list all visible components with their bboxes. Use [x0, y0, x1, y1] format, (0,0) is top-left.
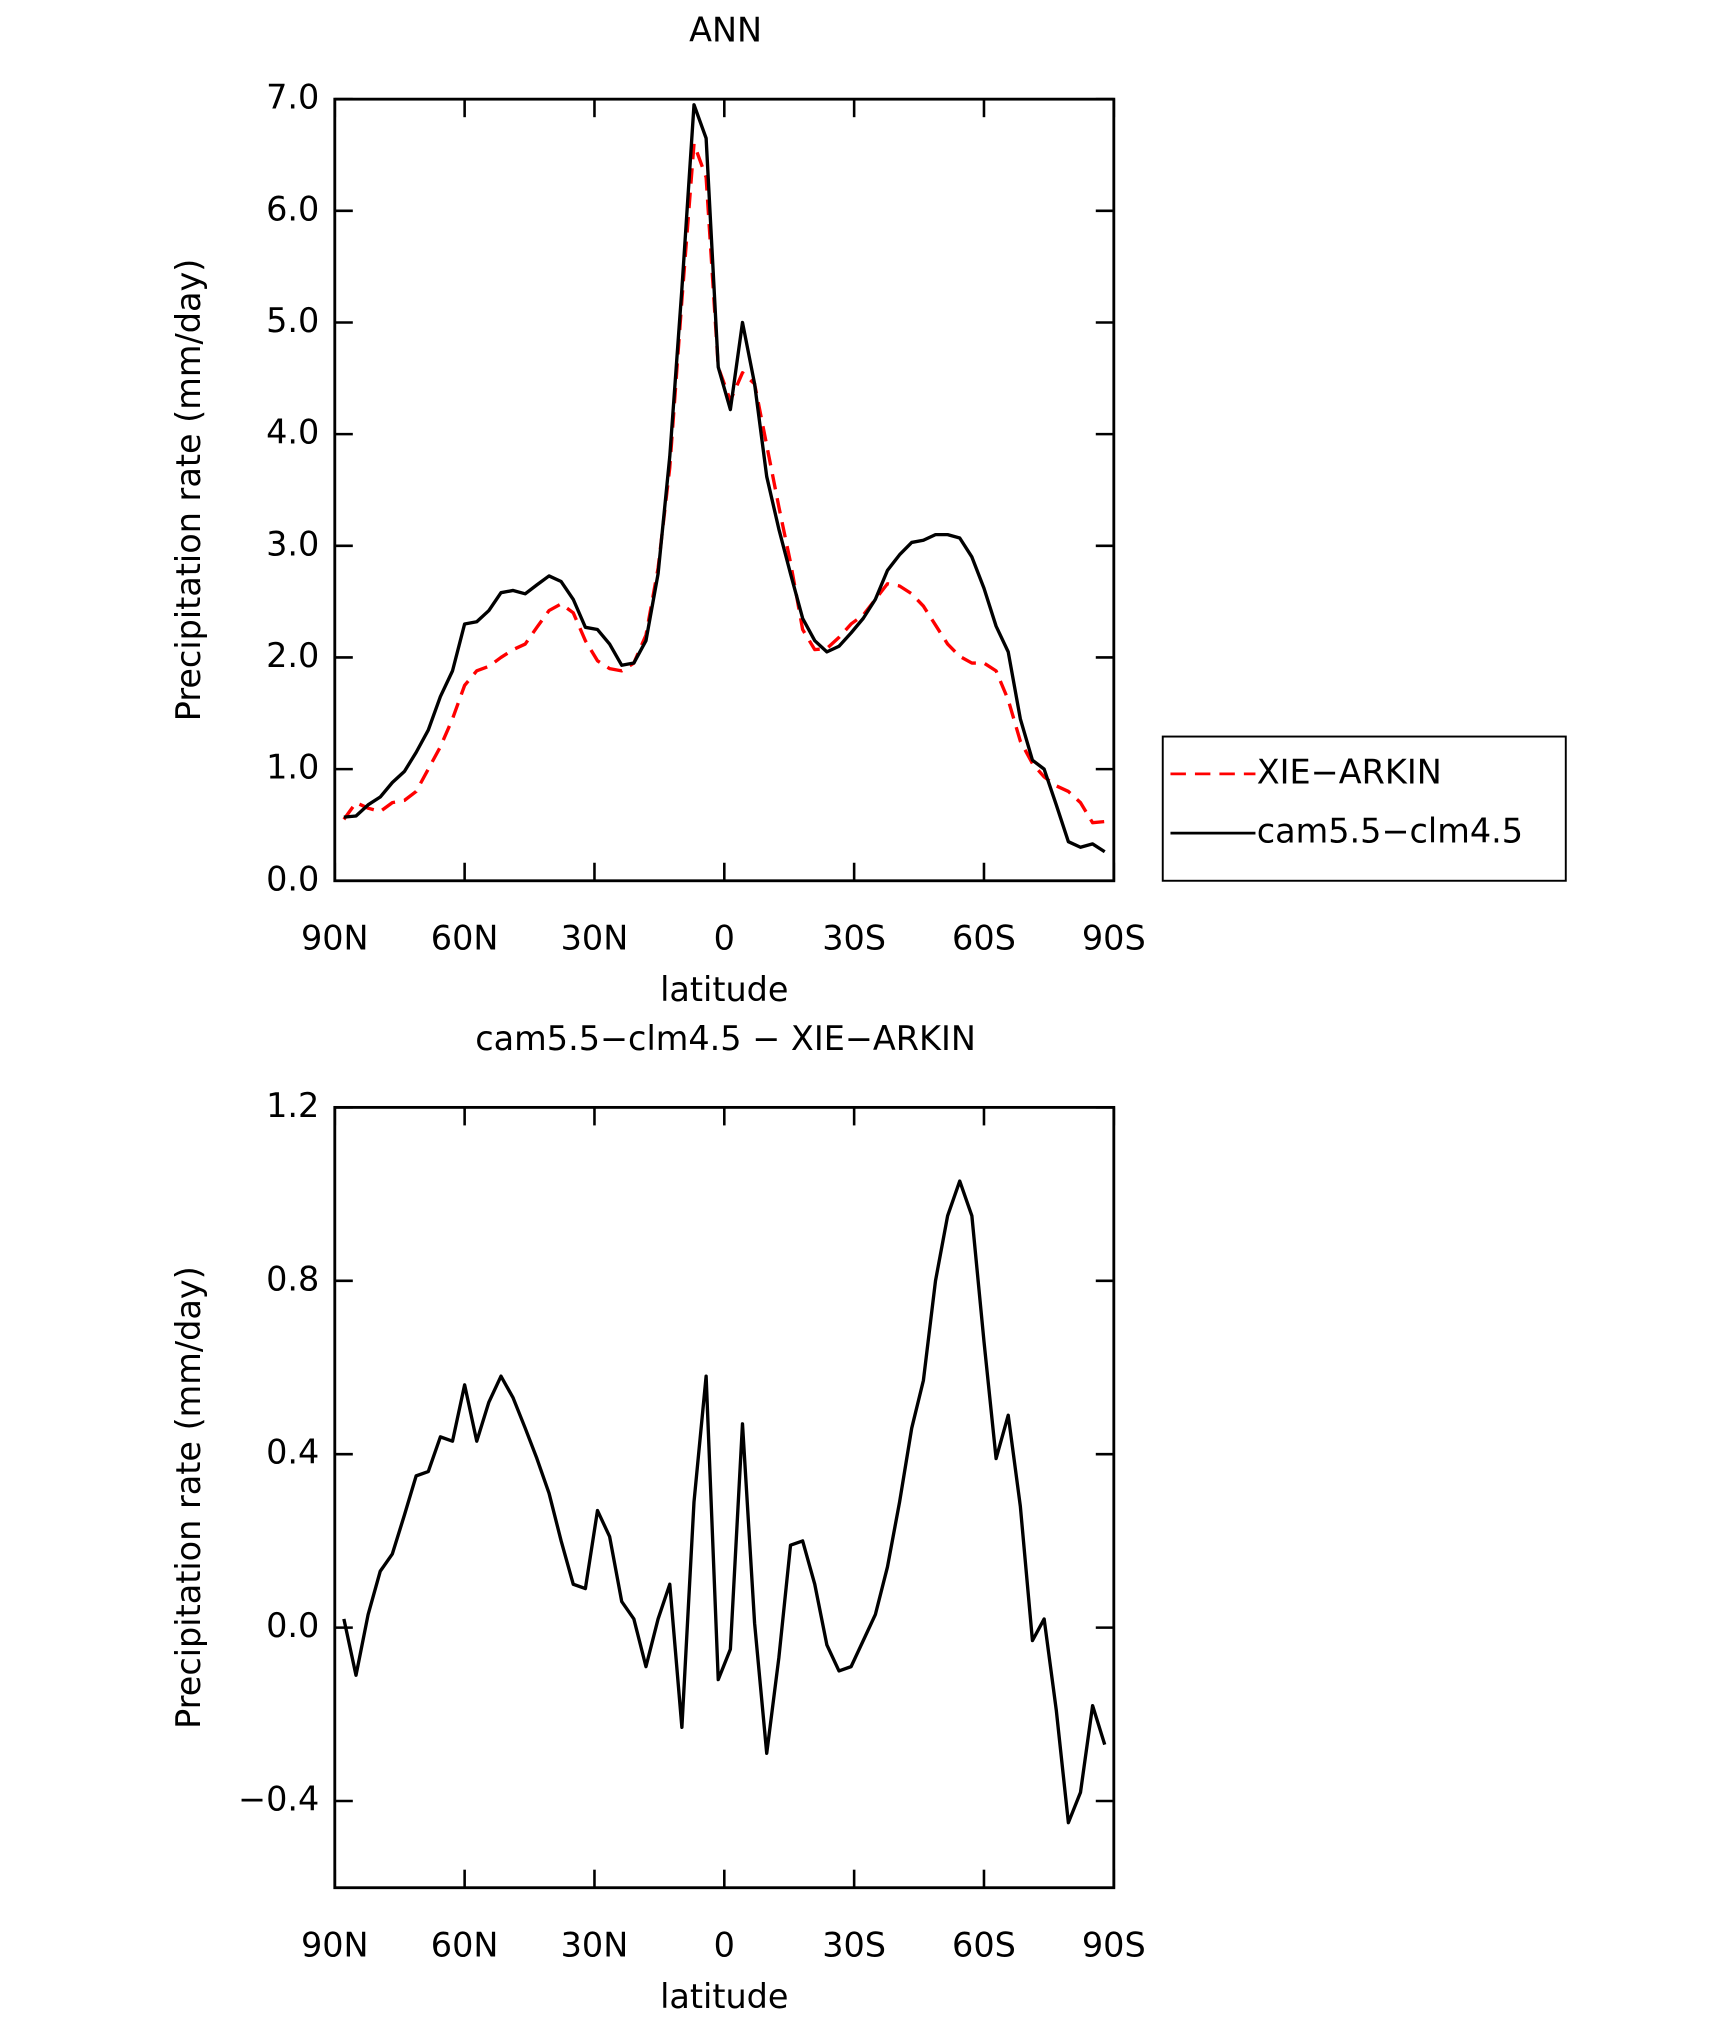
x-tick-label: 30N — [561, 919, 629, 958]
y-tick-label: 1.2 — [266, 1086, 319, 1125]
x-tick-label: 60S — [952, 1925, 1016, 1964]
x-tick-label: 30S — [822, 1925, 886, 1964]
x-tick-label: 30S — [822, 919, 886, 958]
y-axis-label: Precipitation rate (mm/day) — [169, 1266, 208, 1729]
data-line — [343, 103, 1106, 854]
y-tick-label: 0.0 — [266, 859, 319, 898]
y-tick-label: 0.0 — [266, 1606, 319, 1645]
data-line — [342, 1179, 1107, 1825]
y-tick-label: 3.0 — [266, 524, 319, 563]
plot-frame — [333, 1105, 1116, 1890]
x-tick-label: 0 — [714, 919, 735, 958]
x-tick-label: 60N — [431, 1925, 499, 1964]
chart-title: cam5.5−clm4.5 − XIE−ARKIN — [475, 1019, 976, 1058]
y-tick-label: 0.8 — [266, 1259, 319, 1298]
y-tick-label: 1.0 — [266, 748, 319, 787]
x-axis-label: latitude — [660, 1977, 788, 2016]
x-tick-label: 90S — [1082, 919, 1146, 958]
x-tick-label: 0 — [714, 1925, 735, 1964]
y-axis-label: Precipitation rate (mm/day) — [169, 259, 208, 722]
x-tick-label: 90S — [1082, 1925, 1146, 1964]
legend-label: XIE−ARKIN — [1257, 752, 1442, 791]
legend-box — [1161, 735, 1567, 882]
y-tick-label: 5.0 — [266, 301, 319, 340]
y-tick-label: 6.0 — [266, 189, 319, 228]
x-tick-label: 30N — [561, 1925, 629, 1964]
chart-title: ANN — [689, 11, 762, 50]
data-line — [342, 142, 1105, 825]
legend-label: cam5.5−clm4.5 — [1257, 812, 1523, 851]
x-tick-label: 60S — [952, 919, 1016, 958]
y-tick-label: −0.4 — [238, 1780, 319, 1819]
x-axis-label: latitude — [660, 970, 788, 1009]
y-tick-label: 0.4 — [266, 1433, 319, 1472]
y-tick-label: 7.0 — [266, 78, 319, 117]
x-tick-label: 60N — [431, 919, 499, 958]
y-tick-label: 4.0 — [266, 413, 319, 452]
y-tick-label: 2.0 — [266, 636, 319, 675]
x-tick-label: 90N — [301, 919, 369, 958]
plot-frame — [333, 97, 1116, 883]
x-tick-label: 90N — [301, 1925, 369, 1964]
